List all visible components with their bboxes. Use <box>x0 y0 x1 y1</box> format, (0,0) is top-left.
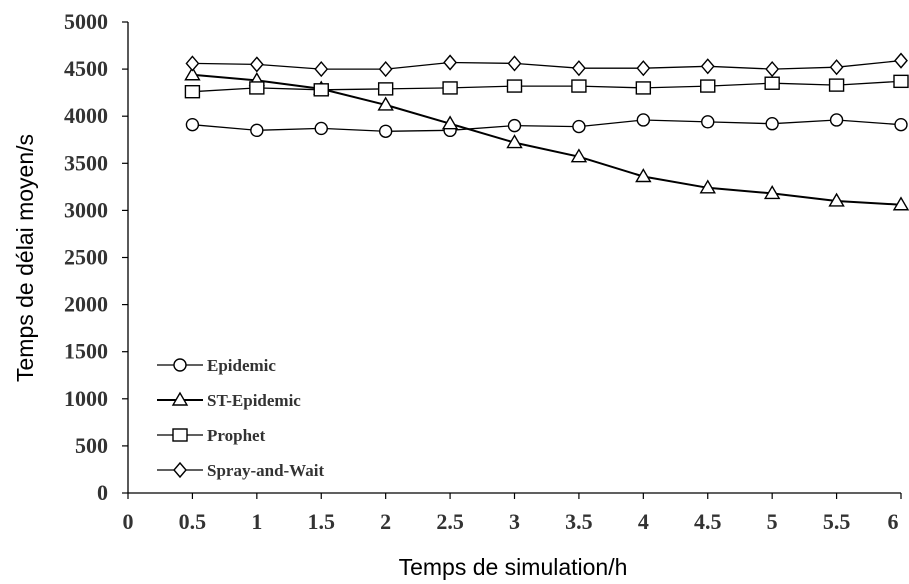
data-point <box>893 74 909 89</box>
legend-label: Epidemic <box>207 356 276 375</box>
data-point <box>507 118 522 133</box>
x-tick-label: 6 <box>888 509 899 534</box>
x-tick-label: 3.5 <box>565 509 593 534</box>
data-point <box>892 196 909 211</box>
legend-item: ST-Epidemic <box>157 391 301 410</box>
series-layer <box>184 52 909 211</box>
legend-item: Spray-and-Wait <box>157 461 324 480</box>
data-point <box>185 55 200 72</box>
y-tick-label: 2000 <box>64 292 108 317</box>
data-point <box>249 56 264 73</box>
data-point <box>377 96 394 111</box>
data-point <box>507 55 522 72</box>
data-point <box>313 83 329 97</box>
data-point <box>635 168 652 183</box>
y-tick-label: 1000 <box>64 386 108 411</box>
legend: Epidemic ST-Epidemic Prophet Spray-and-Wait <box>157 356 324 480</box>
x-tick-labels: 0 0.5 1 1.5 2 2.5 3 3.5 4 4.5 5 5.5 6 <box>123 509 899 534</box>
y-axis-title: Temps de délai moyen/s <box>12 134 38 382</box>
x-tick-label: 5 <box>767 509 778 534</box>
data-point <box>570 148 588 163</box>
data-point <box>636 113 651 127</box>
x-tick-label: 1.5 <box>308 509 336 534</box>
data-point <box>506 79 523 93</box>
x-tick-label: 4.5 <box>694 509 722 534</box>
data-point <box>700 58 715 75</box>
data-point <box>699 179 716 194</box>
data-point <box>185 117 200 132</box>
x-tick-label: 1 <box>251 509 262 534</box>
data-point <box>764 76 780 90</box>
y-tick-label: 4000 <box>64 103 108 128</box>
x-tick-label: 2.5 <box>436 509 464 534</box>
legend-item: Prophet <box>157 426 266 445</box>
x-tick-label: 0 <box>123 509 134 534</box>
legend-marker <box>172 428 188 442</box>
data-point <box>249 81 265 95</box>
x-tick-label: 2 <box>380 509 391 534</box>
data-point <box>829 113 844 127</box>
data-point <box>378 124 393 138</box>
y-tick-label: 5000 <box>64 9 108 34</box>
data-point <box>443 54 458 71</box>
data-point <box>636 60 651 77</box>
legend-marker <box>173 461 187 479</box>
legend-label: Prophet <box>207 426 266 445</box>
y-tick-label: 3000 <box>64 197 108 222</box>
data-point <box>184 66 201 81</box>
x-tick-label: 0.5 <box>179 509 207 534</box>
data-point <box>894 52 908 69</box>
data-point <box>765 61 780 78</box>
x-tick-label: 4 <box>638 509 649 534</box>
data-point <box>571 79 587 93</box>
y-tick-label: 4500 <box>64 56 108 81</box>
y-tick-label: 0 <box>97 480 108 505</box>
data-point <box>700 79 716 93</box>
legend-item: Epidemic <box>157 356 276 375</box>
data-point <box>763 185 781 200</box>
data-point <box>894 117 908 132</box>
series-st-epidemic <box>184 66 909 211</box>
series-line <box>192 119 902 132</box>
data-point <box>571 60 586 77</box>
data-point <box>378 61 393 78</box>
data-point <box>442 81 458 95</box>
data-point <box>572 119 586 134</box>
y-tick-label: 3500 <box>64 150 108 175</box>
legend-marker <box>171 391 189 406</box>
data-point <box>441 115 459 130</box>
legend-label: Spray-and-Wait <box>207 461 324 480</box>
x-tick-label: 5.5 <box>823 509 851 534</box>
axes <box>122 21 902 499</box>
data-point <box>829 59 844 76</box>
y-tick-label: 2500 <box>64 245 108 270</box>
data-point <box>828 78 845 92</box>
data-point <box>250 123 264 138</box>
series-epidemic <box>185 113 908 138</box>
x-tick-label: 3 <box>509 509 520 534</box>
legend-marker <box>173 358 187 372</box>
series-line <box>192 59 902 70</box>
data-point <box>184 85 201 99</box>
data-point <box>701 115 715 129</box>
data-point <box>314 61 329 78</box>
data-point <box>506 134 523 149</box>
y-tick-label: 1500 <box>64 339 108 364</box>
series-prophet <box>184 74 909 99</box>
data-point <box>635 81 652 95</box>
series-line <box>192 80 902 93</box>
x-axis-title: Temps de simulation/h <box>399 554 628 580</box>
series-line <box>192 73 902 206</box>
y-tick-labels: 0 500 1000 1500 2000 2500 3000 3500 4000 4500 5000 <box>64 9 108 505</box>
data-point <box>828 192 845 207</box>
series-spray-and-wait <box>185 52 908 78</box>
data-point <box>765 117 779 131</box>
y-tick-label: 500 <box>75 433 108 458</box>
legend-label: ST-Epidemic <box>207 391 301 410</box>
data-point <box>314 121 328 136</box>
data-point <box>377 82 394 96</box>
